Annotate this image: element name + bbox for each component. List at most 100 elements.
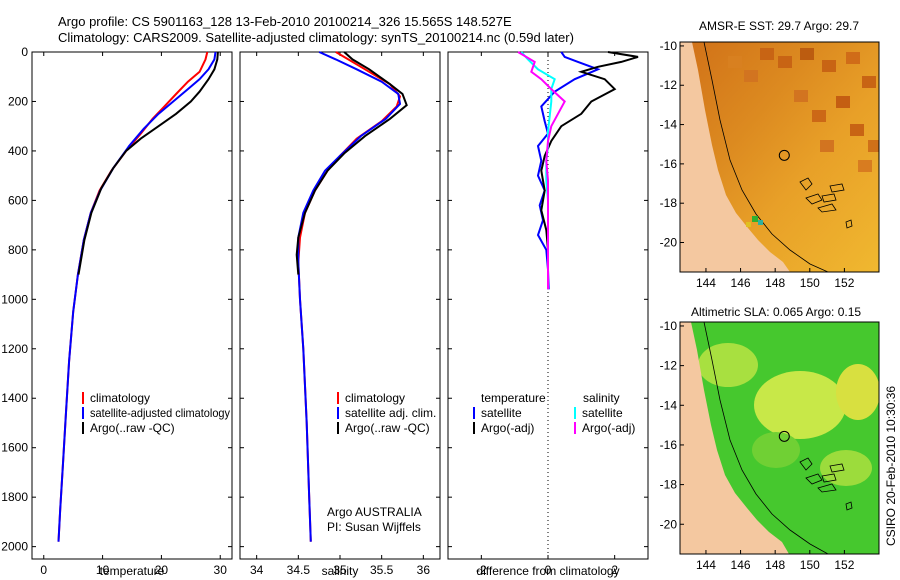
map-y-tick-label: -10 [660, 319, 678, 333]
series-line-temperature-satellite [536, 51, 601, 290]
sla-land-mask [680, 322, 789, 554]
sla-map-panel: Altimetric SLA: 0.065 Argo: 0.15 144 146 1… [660, 305, 880, 572]
depth-tick-label: 1600 [1, 441, 28, 455]
series-line-temperature-argo-adj- [540, 51, 639, 270]
sst-cell [850, 124, 864, 136]
temperature-panel: 0 200 400 600 800 1000 1200 1400 1600 1800 2000 0 1… [1, 45, 233, 578]
map-y-tick-label: -14 [660, 398, 678, 412]
map-y-tick-label: -20 [660, 236, 678, 250]
legend-label-sal-satellite: satellite [582, 406, 623, 420]
x-tick-label: 20 [155, 563, 169, 577]
sst-coastal-pixel [746, 222, 751, 227]
sla-contour-line [703, 322, 829, 554]
sst-map-panel: AMSR-E SST: 29.7 Argo: 29.7 144 146 148 150… [660, 19, 880, 290]
sst-cell [778, 56, 792, 68]
depth-tick-label: 1000 [1, 292, 28, 306]
x-tick-label: 0 [545, 563, 552, 577]
sst-cell [800, 48, 814, 60]
sla-island-outline [845, 501, 853, 511]
sst-map-ticks: 144 146 148 150 152 -10 -12 -14 -16 -18 -20 [660, 39, 855, 290]
sla-map-frame [679, 321, 880, 555]
credit-label: CSIRO 20-Feb-2010 10:30:36 [884, 386, 898, 546]
series-line-satellite-adj-clim- [297, 51, 402, 542]
depth-tick-label: 0 [21, 45, 28, 59]
sla-anomaly-patch [752, 432, 800, 468]
map-x-tick-label: 152 [834, 276, 854, 290]
map-x-tick-label: 150 [800, 276, 820, 290]
legend-label-argo: Argo(..raw -QC) [90, 421, 175, 435]
header-line-1: Argo profile: CS 5901163_128 13-Feb-2010… [58, 14, 512, 29]
sla-float-marker [778, 430, 790, 442]
depth-tick-label: 800 [8, 243, 28, 257]
temperature-axes-frame [31, 51, 233, 560]
sst-map-title: AMSR-E SST: 29.7 Argo: 29.7 [699, 19, 859, 33]
sst-contour-line [703, 42, 829, 272]
x-tick-label: -2 [476, 563, 487, 577]
legend-header-salinity: salinity [583, 391, 620, 405]
x-tick-label: 0 [40, 563, 47, 577]
sst-cell [794, 90, 808, 102]
x-tick-label: 34.5 [287, 563, 311, 577]
sst-island-outline [845, 219, 853, 229]
depth-tick-labels: 0 200 400 600 800 1000 1200 1400 1600 1800 2000 [1, 45, 28, 554]
depth-tick-label: 600 [8, 193, 28, 207]
salinity-legend: climatology satellite adj. clim. Argo(..… [337, 391, 436, 435]
sst-float-marker [778, 149, 790, 161]
map-y-tick-label: -12 [660, 359, 678, 373]
sst-land-mask [680, 42, 790, 272]
sst-field-cells [728, 48, 879, 172]
sst-cell [846, 52, 860, 64]
sst-cell [862, 76, 876, 88]
map-x-tick-label: 150 [800, 558, 820, 572]
salinity-panel: 34 34.5 35 35.5 36 salinity climatology sate… [239, 51, 441, 578]
header-line-2: Climatology: CARS2009. Satellite-adjuste… [58, 30, 574, 45]
map-x-tick-label: 144 [696, 558, 716, 572]
salinity-xlabel: salinity [322, 564, 359, 578]
sst-reef-outlines [799, 177, 845, 213]
sla-map-ticks: 144 146 148 150 152 -10 -12 -14 -16 -18 -20 [660, 319, 855, 572]
map-y-tick-label: -18 [660, 478, 678, 492]
institution-label: Argo AUSTRALIA [327, 505, 422, 519]
depth-tick-label: 200 [8, 94, 28, 108]
depth-tick-label: 2000 [1, 540, 28, 554]
x-tick-label: 36 [417, 563, 431, 577]
map-x-tick-label: 144 [696, 276, 716, 290]
difference-x-ticks: -2 0 2 [448, 51, 648, 577]
depth-tick-label: 400 [8, 144, 28, 158]
x-tick-label: 34 [250, 563, 264, 577]
map-y-tick-label: -16 [660, 438, 678, 452]
sst-map-frame [679, 41, 880, 273]
temperature-series [57, 51, 219, 542]
series-line-salinity-argo-adj- [517, 51, 566, 290]
legend-label-temp-argo: Argo(-adj) [481, 421, 534, 435]
temperature-legend: climatology satellite-adjusted climatolo… [82, 391, 230, 435]
difference-series [517, 51, 639, 290]
legend-label-argo: Argo(..raw -QC) [345, 421, 430, 435]
map-x-tick-label: 146 [731, 276, 751, 290]
temperature-xlabel: temperature [100, 564, 165, 578]
salinity-series [295, 51, 408, 542]
legend-label-satellite: satellite adj. clim. [345, 406, 436, 420]
map-y-tick-label: -16 [660, 157, 678, 171]
x-tick-label: 10 [96, 563, 110, 577]
difference-legend: temperature salinity satellite Argo(-adj… [473, 391, 635, 435]
sst-coastal-pixel [758, 220, 763, 225]
sla-anomaly-patch [754, 371, 846, 439]
map-x-tick-label: 148 [765, 276, 785, 290]
depth-tick-label: 1400 [1, 391, 28, 405]
map-y-tick-label: -12 [660, 78, 678, 92]
temperature-x-ticks: 0 10 20 30 [32, 51, 232, 577]
depth-tick-label: 1800 [1, 490, 28, 504]
depth-tick-label: 1200 [1, 342, 28, 356]
sla-anomaly-patch [698, 343, 758, 387]
map-y-tick-label: -14 [660, 118, 678, 132]
map-y-tick-label: -20 [660, 517, 678, 531]
salinity-x-ticks: 34 34.5 35 35.5 36 [240, 51, 440, 577]
difference-xlabel: difference from climatology [476, 564, 619, 578]
sst-coastal-pixel [752, 216, 758, 222]
legend-label-temp-satellite: satellite [481, 406, 522, 420]
legend-label-climatology: climatology [345, 391, 405, 405]
sst-cell [812, 110, 826, 122]
x-tick-label: 35 [333, 563, 347, 577]
